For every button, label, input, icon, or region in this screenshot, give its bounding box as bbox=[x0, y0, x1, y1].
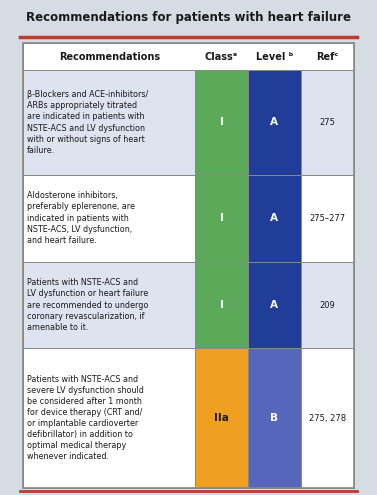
Bar bbox=[23, 43, 354, 70]
Bar bbox=[301, 261, 354, 348]
Text: 275: 275 bbox=[319, 118, 335, 127]
Text: Classᵃ: Classᵃ bbox=[205, 51, 238, 62]
Bar bbox=[301, 348, 354, 488]
Bar bbox=[23, 175, 195, 261]
Bar bbox=[23, 261, 195, 348]
Text: 209: 209 bbox=[319, 300, 335, 309]
Bar bbox=[301, 70, 354, 175]
Text: Level ᵇ: Level ᵇ bbox=[256, 51, 293, 62]
Bar bbox=[248, 70, 301, 175]
Bar bbox=[195, 70, 248, 175]
Bar bbox=[23, 70, 195, 175]
Bar bbox=[23, 348, 195, 488]
Bar bbox=[301, 175, 354, 261]
Text: B: B bbox=[270, 413, 278, 423]
Bar bbox=[23, 43, 354, 488]
Text: Refᶜ: Refᶜ bbox=[316, 51, 339, 62]
Text: I: I bbox=[220, 117, 224, 127]
Bar bbox=[195, 348, 248, 488]
Bar bbox=[248, 348, 301, 488]
Text: Aldosterone inhibitors,
preferably eplerenone, are
indicated in patients with
NS: Aldosterone inhibitors, preferably epler… bbox=[27, 192, 135, 245]
Bar bbox=[248, 261, 301, 348]
Text: 275–277: 275–277 bbox=[309, 213, 345, 223]
Text: 275, 278: 275, 278 bbox=[309, 413, 346, 423]
Text: Patients with NSTE-ACS and
LV dysfunction or heart failure
are recommended to un: Patients with NSTE-ACS and LV dysfunctio… bbox=[27, 278, 148, 332]
Text: Patients with NSTE-ACS and
severe LV dysfunction should
be considered after 1 mo: Patients with NSTE-ACS and severe LV dys… bbox=[27, 375, 144, 461]
Text: Recommendations for patients with heart failure: Recommendations for patients with heart … bbox=[26, 11, 351, 24]
Text: A: A bbox=[270, 300, 278, 310]
Text: I: I bbox=[220, 300, 224, 310]
Text: I: I bbox=[220, 213, 224, 223]
Bar bbox=[195, 175, 248, 261]
Bar bbox=[195, 261, 248, 348]
Text: β-Blockers and ACE-inhibitors/
ARBs appropriately titrated
are indicated in pati: β-Blockers and ACE-inhibitors/ ARBs appr… bbox=[27, 90, 148, 155]
Text: A: A bbox=[270, 117, 278, 127]
Text: IIa: IIa bbox=[214, 413, 229, 423]
Bar bbox=[248, 175, 301, 261]
Text: Recommendations: Recommendations bbox=[59, 51, 160, 62]
Text: A: A bbox=[270, 213, 278, 223]
